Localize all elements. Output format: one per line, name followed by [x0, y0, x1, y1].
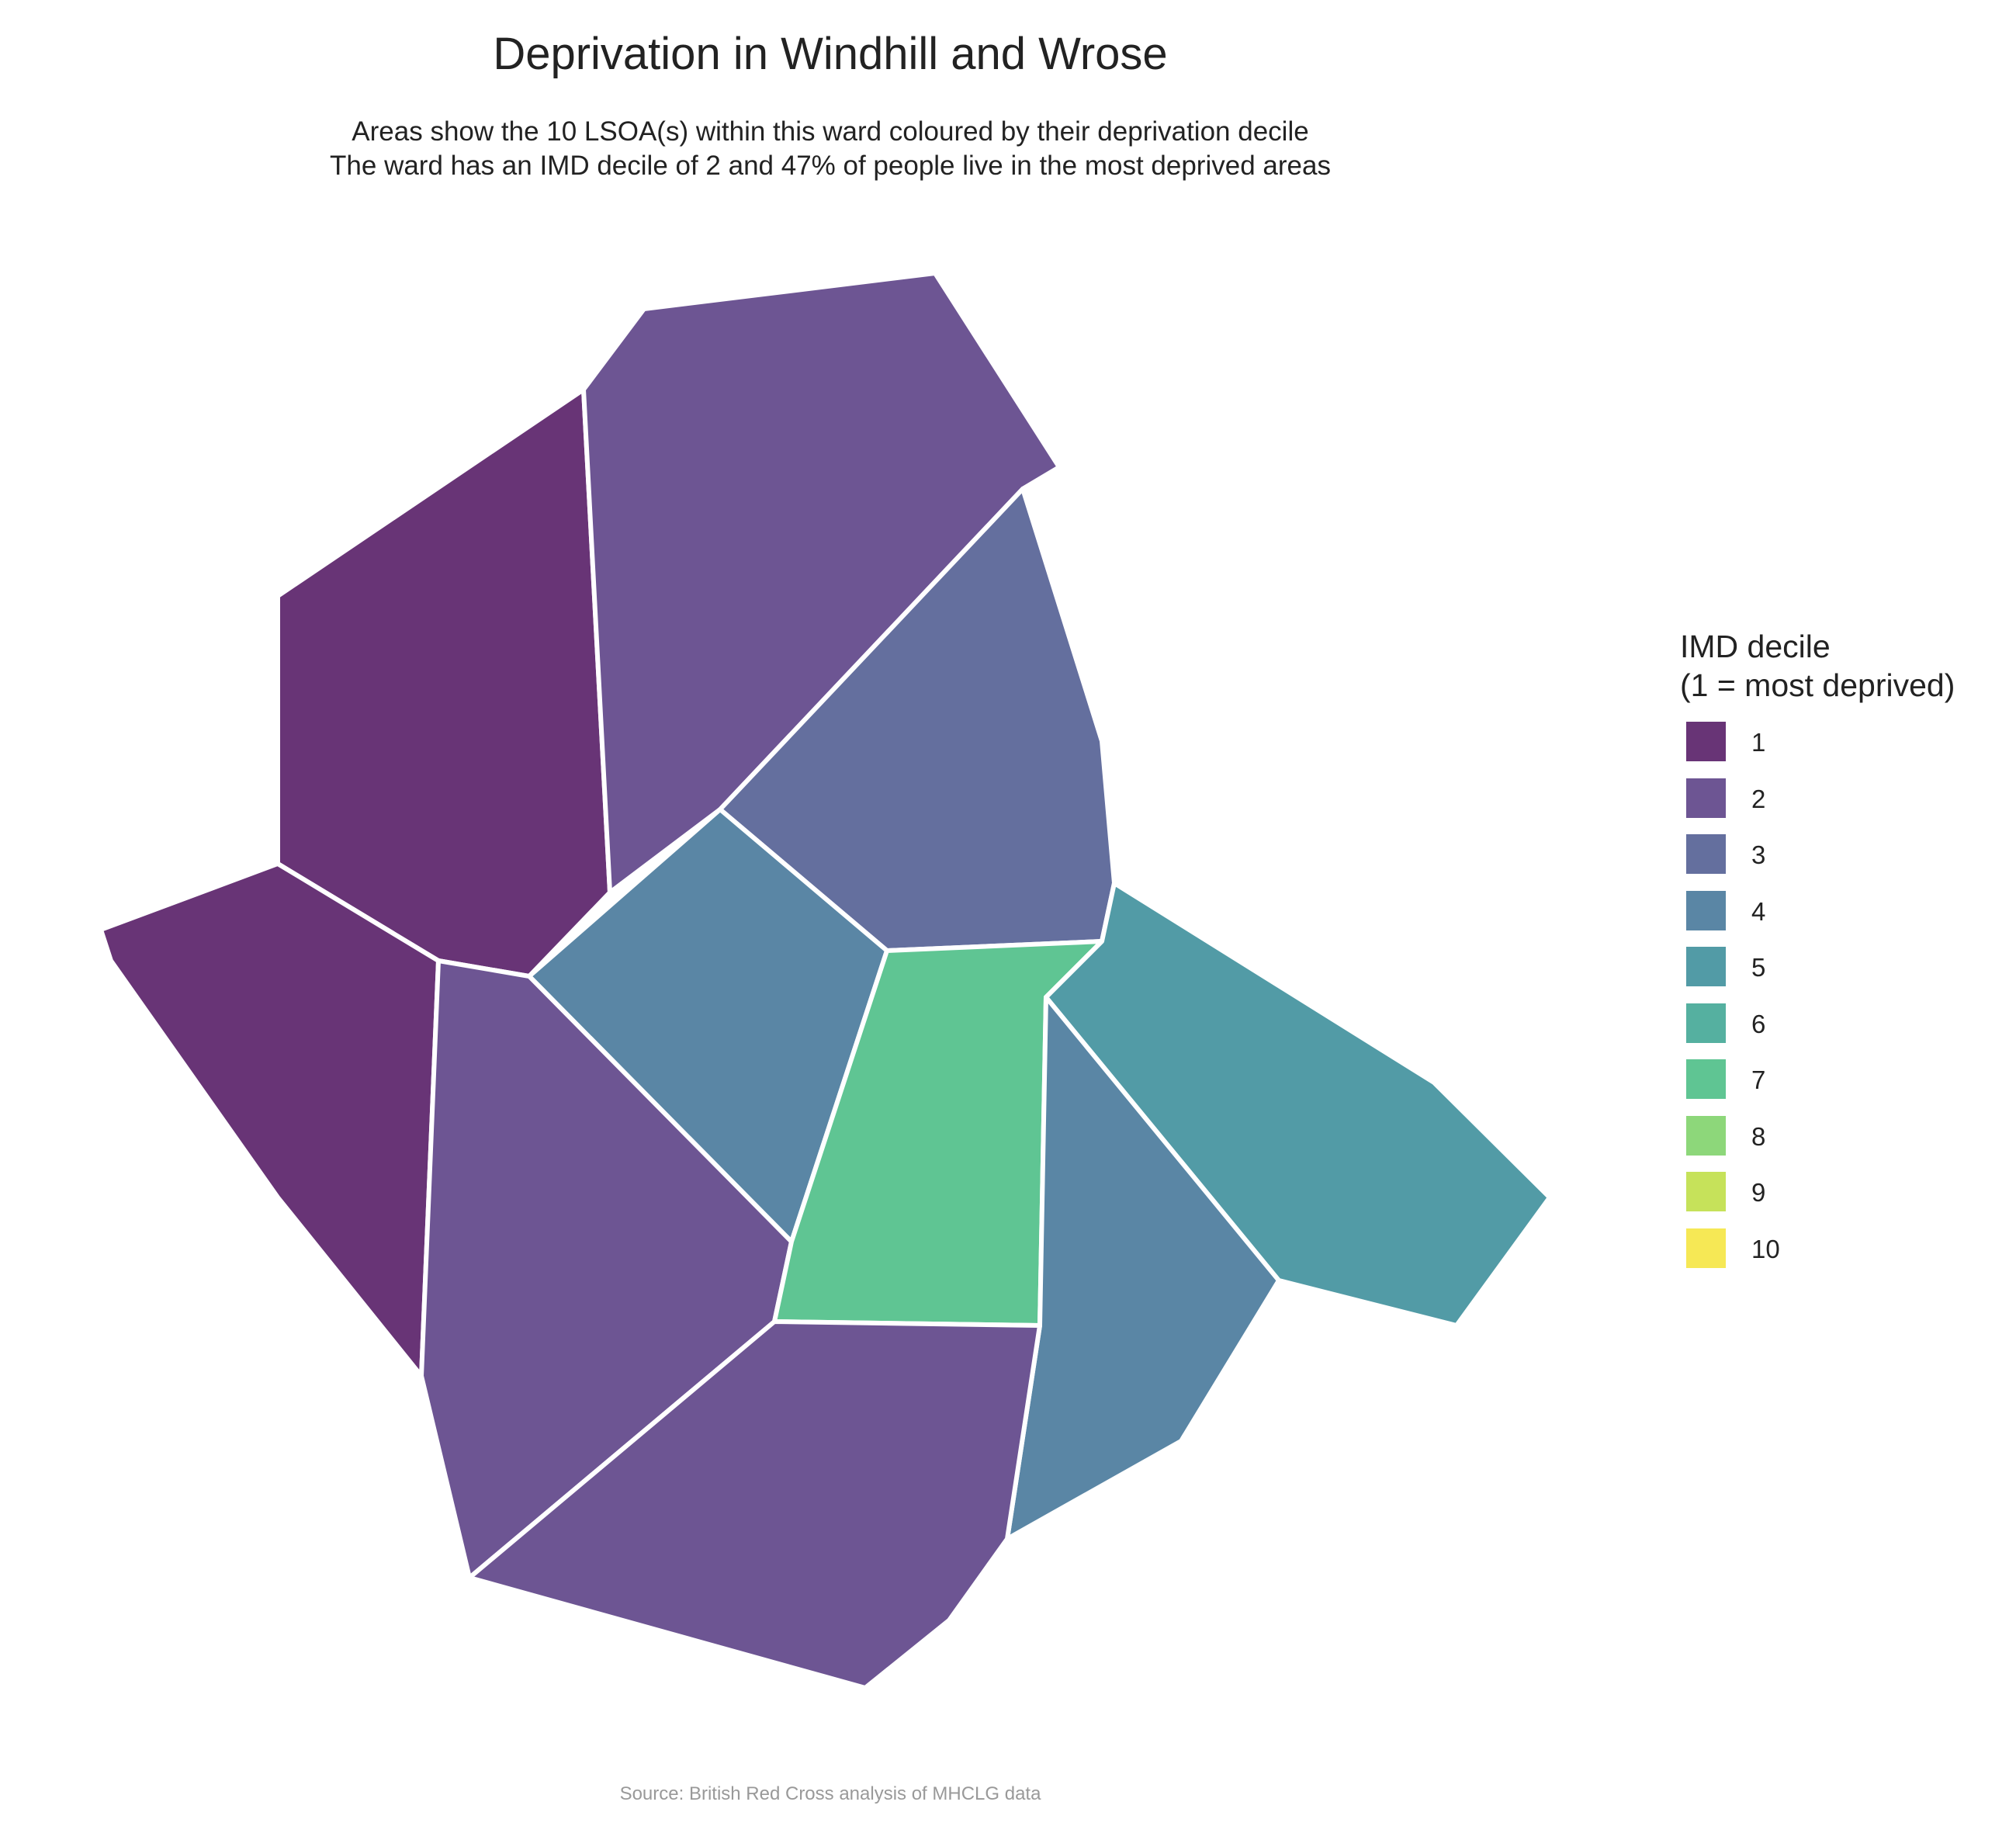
legend-label: 7	[1751, 1065, 1766, 1094]
legend-item: 8	[1680, 1115, 1955, 1173]
lsoa-south-east	[1005, 995, 1281, 1541]
legend-title-line-2: (1 = most deprived)	[1680, 667, 1955, 703]
legend-label: 4	[1751, 896, 1766, 926]
legend: IMD decile (1 = most deprived) 1 2 3 4 5 6 7 8 9…	[1680, 627, 1955, 1284]
legend-swatch	[1686, 1003, 1726, 1043]
legend-label: 10	[1751, 1234, 1780, 1263]
legend-swatch	[1686, 1172, 1726, 1211]
legend-label: 9	[1751, 1178, 1766, 1207]
legend-item: 3	[1680, 834, 1955, 891]
lsoa-east	[1044, 881, 1552, 1328]
legend-label: 3	[1751, 840, 1766, 869]
legend-swatch	[1686, 947, 1726, 986]
lsoa-north-west	[275, 387, 612, 979]
legend-item: 2	[1680, 778, 1955, 835]
legend-item: 7	[1680, 1059, 1955, 1116]
legend-title-line-1: IMD decile	[1680, 629, 1831, 664]
legend-swatch	[1686, 1115, 1726, 1156]
lsoa-south	[467, 1319, 1042, 1690]
legend-swatch	[1686, 1059, 1726, 1099]
legend-item: 9	[1680, 1172, 1955, 1228]
legend-swatch	[1686, 890, 1726, 930]
legend-items: 1 2 3 4 5 6 7 8 9 10	[1680, 722, 1955, 1284]
legend-label: 6	[1751, 1009, 1766, 1038]
legend-item: 5	[1680, 947, 1955, 1003]
map-subtitle: Areas show the 10 LSOA(s) within this wa…	[0, 115, 1661, 183]
legend-swatch	[1686, 1228, 1726, 1268]
legend-swatch	[1686, 778, 1726, 818]
map-title: Deprivation in Windhill and Wrose	[493, 29, 1168, 79]
lsoa-west	[99, 861, 441, 1378]
legend-item: 1	[1680, 722, 1955, 778]
legend-label: 1	[1751, 728, 1766, 757]
legend-item: 10	[1680, 1228, 1955, 1285]
subtitle-line-1: Areas show the 10 LSOA(s) within this wa…	[352, 116, 1309, 147]
lsoa-north	[581, 271, 1062, 895]
subtitle-line-2: The ward has an IMD decile of 2 and 47% …	[330, 151, 1331, 181]
legend-item: 6	[1680, 1003, 1955, 1060]
legend-label: 5	[1751, 953, 1766, 982]
legend-label: 2	[1751, 784, 1766, 813]
legend-label: 8	[1751, 1121, 1766, 1151]
legend-swatch	[1686, 834, 1726, 874]
legend-item: 4	[1680, 890, 1955, 948]
source-note: Source: British Red Cross analysis of MH…	[619, 1783, 1041, 1804]
legend-swatch	[1686, 722, 1726, 761]
legend-title: IMD decile (1 = most deprived)	[1680, 627, 1955, 705]
